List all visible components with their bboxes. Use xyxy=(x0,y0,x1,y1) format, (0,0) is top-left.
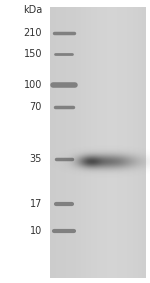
Text: 150: 150 xyxy=(24,49,42,59)
Text: 70: 70 xyxy=(30,102,42,112)
Text: kDa: kDa xyxy=(23,5,42,15)
Text: 210: 210 xyxy=(24,28,42,38)
Text: 10: 10 xyxy=(30,226,42,236)
Text: 35: 35 xyxy=(30,154,42,164)
Text: 17: 17 xyxy=(30,199,42,209)
Text: 100: 100 xyxy=(24,80,42,90)
